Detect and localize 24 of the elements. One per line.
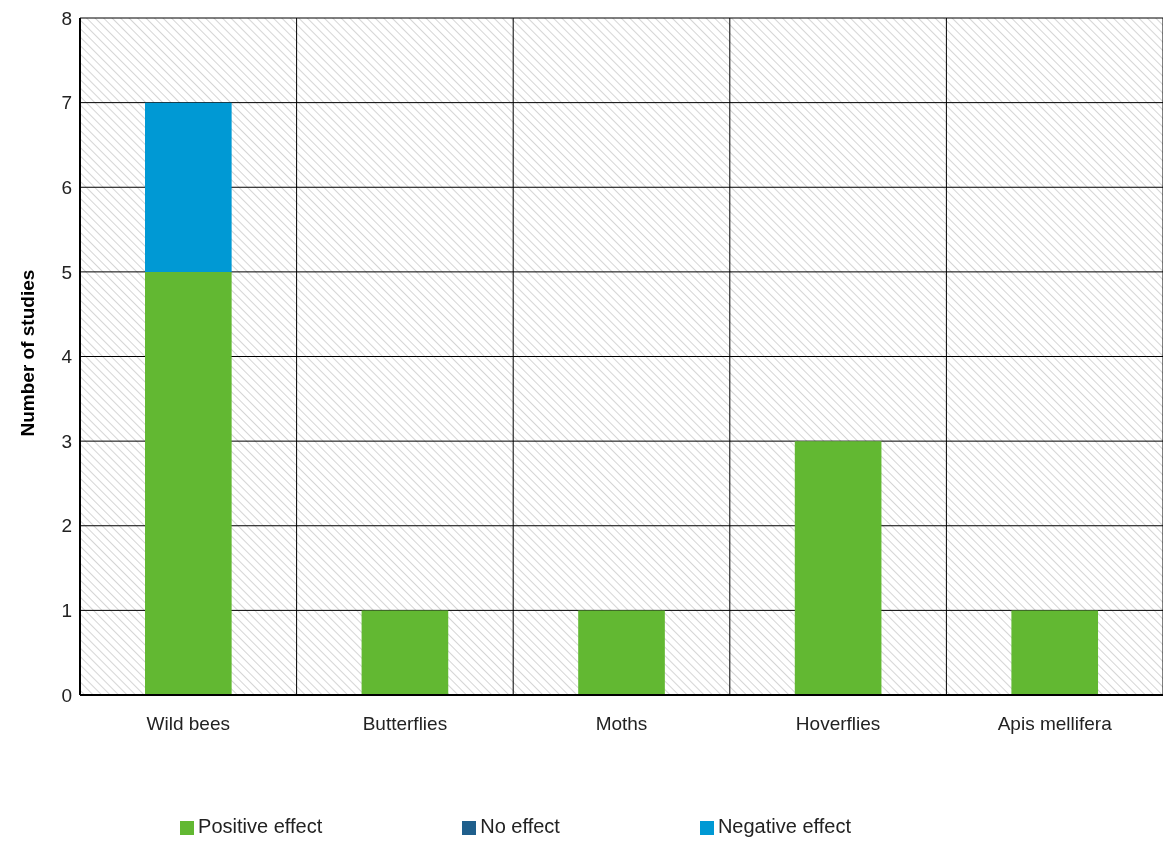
y-tick-label: 2 xyxy=(61,515,72,537)
legend-label: Positive effect xyxy=(198,815,323,837)
y-tick-label: 8 xyxy=(61,7,72,29)
bar xyxy=(578,610,665,695)
legend-label: Negative effect xyxy=(717,815,851,837)
bar xyxy=(1011,610,1099,695)
bar xyxy=(794,441,882,695)
y-tick-label: 6 xyxy=(61,176,72,198)
x-tick-label: Hoverflies xyxy=(795,713,881,735)
legend-label: No effect xyxy=(480,815,560,837)
x-tick-label: Butterflies xyxy=(362,713,448,735)
bar xyxy=(361,610,449,695)
y-tick-label: 3 xyxy=(61,430,72,452)
x-tick-label: Wild bees xyxy=(146,713,231,735)
y-tick-label: 0 xyxy=(61,684,72,706)
y-tick-label: 1 xyxy=(61,600,72,622)
x-tick-label: Moths xyxy=(595,713,648,735)
y-tick-label: 4 xyxy=(61,346,73,368)
y-tick-label: 7 xyxy=(61,92,72,114)
bar xyxy=(145,102,232,272)
x-tick-label: Apis mellifera xyxy=(997,713,1113,735)
bar xyxy=(145,271,232,695)
y-tick-label: 5 xyxy=(61,261,72,283)
y-axis-title: Number of studies xyxy=(16,269,38,437)
